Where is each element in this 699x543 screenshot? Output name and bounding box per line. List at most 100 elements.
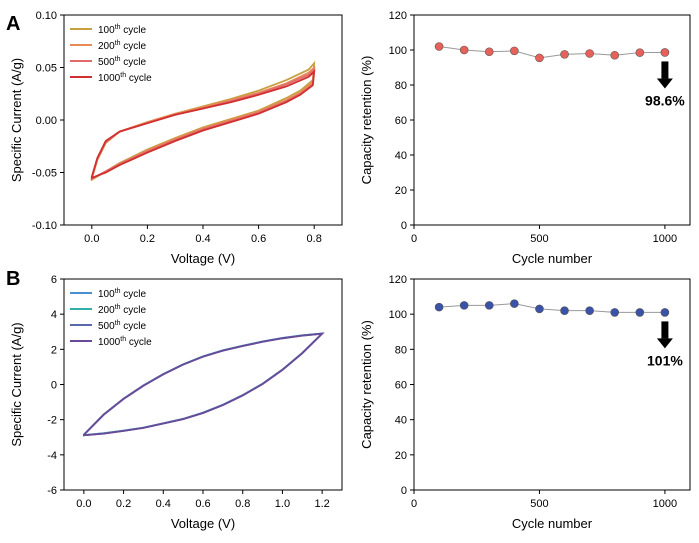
legend-suffix: cycle <box>121 25 147 36</box>
y-tick-label: 100 <box>389 309 407 321</box>
y-tick-label: 0.05 <box>36 63 57 75</box>
y-tick-label: -6 <box>47 485 57 497</box>
retention-point <box>535 53 544 63</box>
x-axis-label: Cycle number <box>512 251 593 266</box>
x-tick-label: 0.8 <box>235 498 250 510</box>
y-tick-label: -4 <box>47 450 57 462</box>
legend-suffix: cycle <box>121 305 147 316</box>
panel-letter-b: B <box>6 268 20 290</box>
retention-annotation: 101% <box>647 352 683 368</box>
y-tick-label: -2 <box>47 415 57 427</box>
x-tick-label: 0 <box>411 233 417 245</box>
y-tick-label: -0.10 <box>32 220 57 232</box>
x-axis-label: Voltage (V) <box>171 251 235 266</box>
retention-point <box>459 301 469 310</box>
x-tick-label: 0.4 <box>195 233 210 245</box>
legend-cycle-number: 200 <box>98 305 115 316</box>
retention-chart-b: 0 500 1000 0 20 40 60 80 100 120 Cycle number Capac… <box>359 274 691 531</box>
retention-annotation: 98.6% <box>645 92 685 108</box>
retention-point <box>635 308 645 317</box>
x-tick-label: 0.8 <box>307 233 322 245</box>
plot-frame <box>413 14 691 226</box>
cv-curve-1000 <box>83 332 325 437</box>
legend-suffix: cycle <box>121 321 147 332</box>
legend-superscript: th <box>120 336 126 343</box>
cv-chart-b: 0.0 0.2 0.4 0.6 0.8 1.0 1.2 -6 -4 -2 0 2 4 6 Voltage (… <box>9 274 343 531</box>
y-tick-label: 100 <box>389 45 407 57</box>
retention-point <box>510 299 519 308</box>
x-tick-label: 0.2 <box>116 498 131 510</box>
legend-superscript: th <box>115 288 121 295</box>
x-tick-label: 0.2 <box>140 233 155 245</box>
retention-point <box>585 49 594 58</box>
y-tick-label: 6 <box>51 274 57 286</box>
retention-chart-a: 0 500 1000 0 20 40 60 80 100 120 Cycle number Capac… <box>359 10 691 266</box>
cv-curve-1000 <box>90 69 316 180</box>
legend-superscript: th <box>115 24 121 31</box>
y-axis-label: Specific Current (A/g) <box>9 58 24 182</box>
legend-suffix: cycle <box>121 289 147 300</box>
x-tick-label: 0.6 <box>195 498 210 510</box>
legend-cycle-number: 500 <box>98 57 115 68</box>
retention-line <box>439 46 665 59</box>
legend-entry-100: 100th cycle <box>98 24 147 36</box>
y-tick-label: 60 <box>395 115 407 127</box>
legend-entry-1000: 1000th cycle <box>98 72 152 84</box>
x-tick-label: 0.0 <box>84 233 99 245</box>
retention-point <box>635 48 645 57</box>
retention-point <box>484 47 494 57</box>
x-tick-label: 0 <box>411 498 417 510</box>
retention-point <box>459 45 469 55</box>
legend-entry-200: 200th cycle <box>98 40 147 52</box>
retention-point <box>585 306 594 315</box>
y-tick-label: 2 <box>51 344 57 356</box>
x-tick-label: 1000 <box>653 233 677 245</box>
cv-chart-a: 0.0 0.2 0.4 0.6 0.8 -0.10 -0.05 0.00 0.05 0.10 Vol… <box>9 10 343 266</box>
legend-cycle-number: 1000 <box>98 73 121 84</box>
y-tick-label: 60 <box>395 380 407 392</box>
x-tick-label: 1000 <box>653 498 677 510</box>
x-tick-label: 500 <box>530 498 548 510</box>
y-tick-label: 0 <box>51 380 57 392</box>
y-tick-label: 40 <box>395 415 407 427</box>
x-tick-label: 0.6 <box>251 233 266 245</box>
y-tick-label: 80 <box>395 344 407 356</box>
retention-point <box>560 50 569 59</box>
legend-entry-500: 500th cycle <box>98 320 147 332</box>
x-tick-label: 1.2 <box>314 498 329 510</box>
retention-point <box>610 50 620 60</box>
y-tick-label: 0 <box>401 220 407 232</box>
cv-curve-200 <box>83 332 325 437</box>
legend-entry-1000: 1000th cycle <box>98 336 152 348</box>
x-tick-label: 0.0 <box>76 498 91 510</box>
legend-cycle-number: 100 <box>98 289 115 300</box>
y-tick-label: 0 <box>401 485 407 497</box>
legend-entry-500: 500th cycle <box>98 56 147 68</box>
x-tick-label: 500 <box>530 233 548 245</box>
y-tick-label: 120 <box>389 10 407 22</box>
plot-frame <box>413 278 691 491</box>
y-axis-label: Capacity retention (%) <box>359 56 374 185</box>
retention-point <box>560 306 569 315</box>
y-tick-label: 20 <box>395 450 407 462</box>
retention-point <box>510 46 519 56</box>
y-axis-label: Specific Current (A/g) <box>9 322 24 446</box>
legend-cycle-number: 500 <box>98 321 115 332</box>
legend-suffix: cycle <box>121 41 147 52</box>
y-axis-label: Capacity retention (%) <box>359 320 374 449</box>
y-tick-label: 80 <box>395 80 407 92</box>
legend-entry-200: 200th cycle <box>98 304 147 316</box>
y-tick-label: 0.10 <box>36 10 57 22</box>
legend-entry-100: 100th cycle <box>98 288 147 300</box>
retention-point <box>434 42 444 51</box>
y-tick-label: 120 <box>389 274 407 286</box>
y-tick-label: 0.00 <box>36 115 57 127</box>
down-arrow-shaft <box>661 61 669 79</box>
legend-suffix: cycle <box>126 337 152 348</box>
legend-cycle-number: 200 <box>98 41 115 52</box>
down-arrow-icon <box>656 78 673 89</box>
x-tick-label: 1.0 <box>275 498 290 510</box>
x-axis-label: Voltage (V) <box>171 516 235 531</box>
cv-curve-500 <box>83 332 325 437</box>
retention-point <box>484 301 494 310</box>
